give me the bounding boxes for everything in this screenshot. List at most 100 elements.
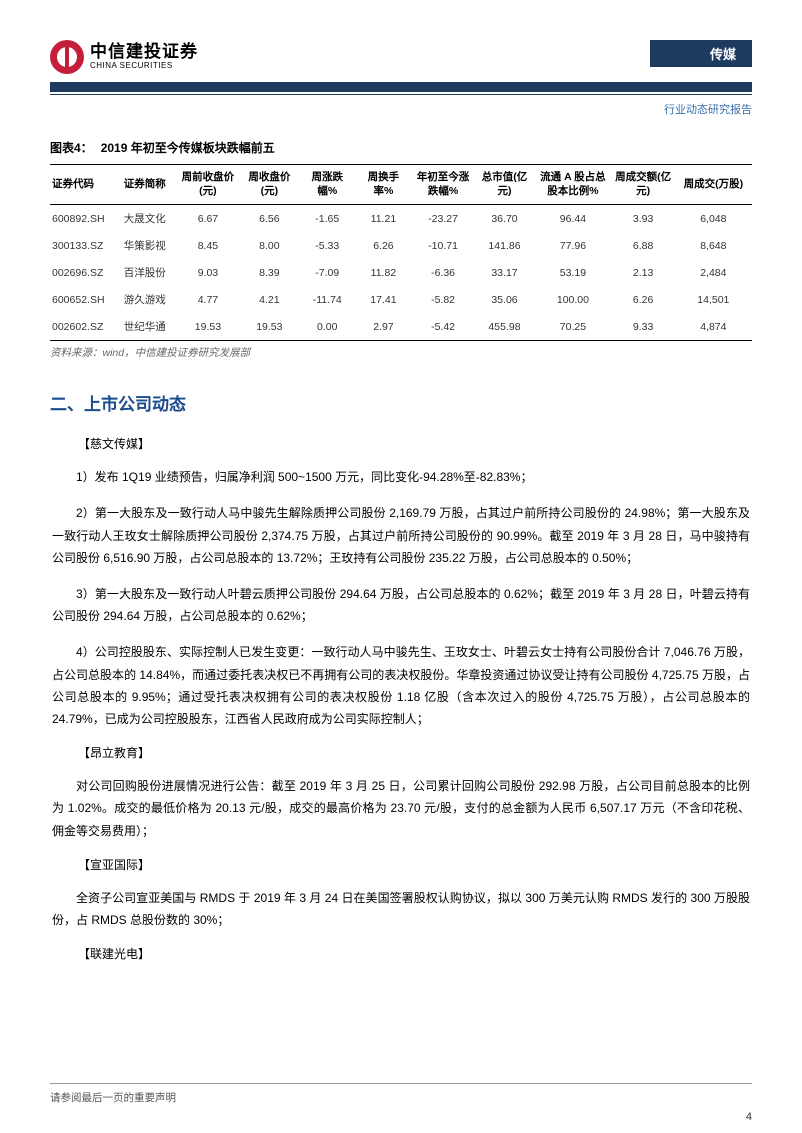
table-cell: 9.03	[176, 259, 239, 286]
table-cell: 6.67	[176, 205, 239, 233]
table-col-header: 流通 A 股占总股本比例%	[534, 165, 611, 205]
logo-text: 中信建投证券 CHINA SECURITIES	[90, 43, 198, 70]
table-cell: -11.74	[299, 286, 355, 313]
table-cell: -1.65	[299, 205, 355, 233]
table-col-header: 证券代码	[50, 165, 113, 205]
category-badge: 传媒	[650, 40, 752, 67]
header-rule	[50, 94, 752, 95]
table-cell: 9.33	[612, 313, 675, 341]
data-table: 证券代码证券简称周前收盘价(元)周收盘价(元)周涨跌幅%周换手率%年初至今涨跌幅…	[50, 164, 752, 341]
report-subtitle: 行业动态研究报告	[50, 101, 752, 117]
footer-rule	[50, 1083, 752, 1084]
table-cell: 4,874	[675, 313, 752, 341]
table-cell: 8.45	[176, 232, 239, 259]
table-cell: 600652.SH	[50, 286, 113, 313]
table-cell: 11.21	[355, 205, 411, 233]
section-content: 【慈文传媒】 1）发布 1Q19 业绩预告，归属净利润 500~1500 万元，同…	[50, 435, 752, 962]
table-cell: 8.00	[240, 232, 300, 259]
table-cell: 2,484	[675, 259, 752, 286]
table-cell: 141.86	[475, 232, 535, 259]
body-paragraph: 对公司回购股份进展情况进行公告：截至 2019 年 3 月 25 日，公司累计回…	[50, 775, 752, 842]
table-row: 002602.SZ世纪华通19.5319.530.002.97-5.42455.…	[50, 313, 752, 341]
table-cell: -5.82	[411, 286, 474, 313]
table-col-header: 年初至今涨跌幅%	[411, 165, 474, 205]
table-cell: 19.53	[240, 313, 300, 341]
table-cell: 0.00	[299, 313, 355, 341]
table-cell: 华策影视	[113, 232, 176, 259]
table-row: 600652.SH游久游戏4.774.21-11.7417.41-5.8235.…	[50, 286, 752, 313]
page-header: 中信建投证券 CHINA SECURITIES 传媒	[50, 40, 752, 74]
table-cell: 6.88	[612, 232, 675, 259]
table-cell: 100.00	[534, 286, 611, 313]
table-cell: 14,501	[675, 286, 752, 313]
logo-icon	[50, 40, 84, 74]
company-name: 【昂立教育】	[78, 744, 752, 761]
table-col-header: 周前收盘价(元)	[176, 165, 239, 205]
table-col-header: 周成交额(亿元)	[612, 165, 675, 205]
table-cell: 6.56	[240, 205, 300, 233]
table-cell: -7.09	[299, 259, 355, 286]
table-col-header: 周收盘价(元)	[240, 165, 300, 205]
table-cell: 8.39	[240, 259, 300, 286]
table-title: 图表4： 2019 年初至今传媒板块跌幅前五	[50, 139, 752, 156]
body-paragraph: 1）发布 1Q19 业绩预告，归属净利润 500~1500 万元，同比变化-94…	[50, 466, 752, 488]
body-paragraph: 4）公司控股股东、实际控制人已发生变更：一致行动人马中骏先生、王玫女士、叶碧云女…	[50, 641, 752, 730]
table-cell: -5.42	[411, 313, 474, 341]
table-cell: 6.26	[355, 232, 411, 259]
table-cell: 300133.SZ	[50, 232, 113, 259]
table-cell: 19.53	[176, 313, 239, 341]
table-cell: 53.19	[534, 259, 611, 286]
table-col-header: 周涨跌幅%	[299, 165, 355, 205]
table-col-header: 周成交(万股)	[675, 165, 752, 205]
table-cell: 002696.SZ	[50, 259, 113, 286]
table-row: 300133.SZ华策影视8.458.00-5.336.26-10.71141.…	[50, 232, 752, 259]
table-cell: -5.33	[299, 232, 355, 259]
table-title-text: 2019 年初至今传媒板块跌幅前五	[101, 141, 275, 155]
company-name: 【慈文传媒】	[78, 435, 752, 452]
table-cell: 6,048	[675, 205, 752, 233]
table-cell: 96.44	[534, 205, 611, 233]
table-col-header: 总市值(亿元)	[475, 165, 535, 205]
section-heading: 二、上市公司动态	[50, 390, 752, 415]
table-cell: 35.06	[475, 286, 535, 313]
logo-en-text: CHINA SECURITIES	[90, 62, 198, 71]
table-source: 资料来源：wind，中信建投证券研究发展部	[50, 345, 752, 360]
table-row: 002696.SZ百洋股份9.038.39-7.0911.82-6.3633.1…	[50, 259, 752, 286]
table-cell: 36.70	[475, 205, 535, 233]
company-name: 【联建光电】	[78, 945, 752, 962]
table-cell: 2.97	[355, 313, 411, 341]
table-body: 600892.SH大晟文化6.676.56-1.6511.21-23.2736.…	[50, 205, 752, 341]
table-col-header: 证券简称	[113, 165, 176, 205]
table-cell: 8,648	[675, 232, 752, 259]
table-cell: 70.25	[534, 313, 611, 341]
table-cell: 4.21	[240, 286, 300, 313]
body-paragraph: 全资子公司宣亚美国与 RMDS 于 2019 年 3 月 24 日在美国签署股权…	[50, 887, 752, 931]
table-row: 600892.SH大晟文化6.676.56-1.6511.21-23.2736.…	[50, 205, 752, 233]
table-cell: -23.27	[411, 205, 474, 233]
company-name: 【宣亚国际】	[78, 856, 752, 873]
page-number: 4	[746, 1111, 752, 1123]
table-cell: 77.96	[534, 232, 611, 259]
logo-area: 中信建投证券 CHINA SECURITIES	[50, 40, 198, 74]
table-cell: 世纪华通	[113, 313, 176, 341]
logo-cn-text: 中信建投证券	[90, 43, 198, 62]
table-header-row: 证券代码证券简称周前收盘价(元)周收盘价(元)周涨跌幅%周换手率%年初至今涨跌幅…	[50, 165, 752, 205]
table-cell: 455.98	[475, 313, 535, 341]
body-paragraph: 3）第一大股东及一致行动人叶碧云质押公司股份 294.64 万股，占公司总股本的…	[50, 583, 752, 627]
table-cell: 600892.SH	[50, 205, 113, 233]
table-cell: 百洋股份	[113, 259, 176, 286]
page-footer: 请参阅最后一页的重要声明 4	[50, 1083, 752, 1105]
body-paragraph: 2）第一大股东及一致行动人马中骏先生解除质押公司股份 2,169.79 万股，占…	[50, 502, 752, 569]
table-cell: 3.93	[612, 205, 675, 233]
table-cell: 游久游戏	[113, 286, 176, 313]
table-cell: 大晟文化	[113, 205, 176, 233]
table-title-prefix: 图表4：	[50, 141, 93, 155]
table-cell: 11.82	[355, 259, 411, 286]
footer-disclaimer: 请参阅最后一页的重要声明	[50, 1090, 752, 1105]
header-bar	[50, 82, 752, 92]
table-cell: 33.17	[475, 259, 535, 286]
table-col-header: 周换手率%	[355, 165, 411, 205]
table-cell: 002602.SZ	[50, 313, 113, 341]
table-cell: 2.13	[612, 259, 675, 286]
table-cell: -6.36	[411, 259, 474, 286]
